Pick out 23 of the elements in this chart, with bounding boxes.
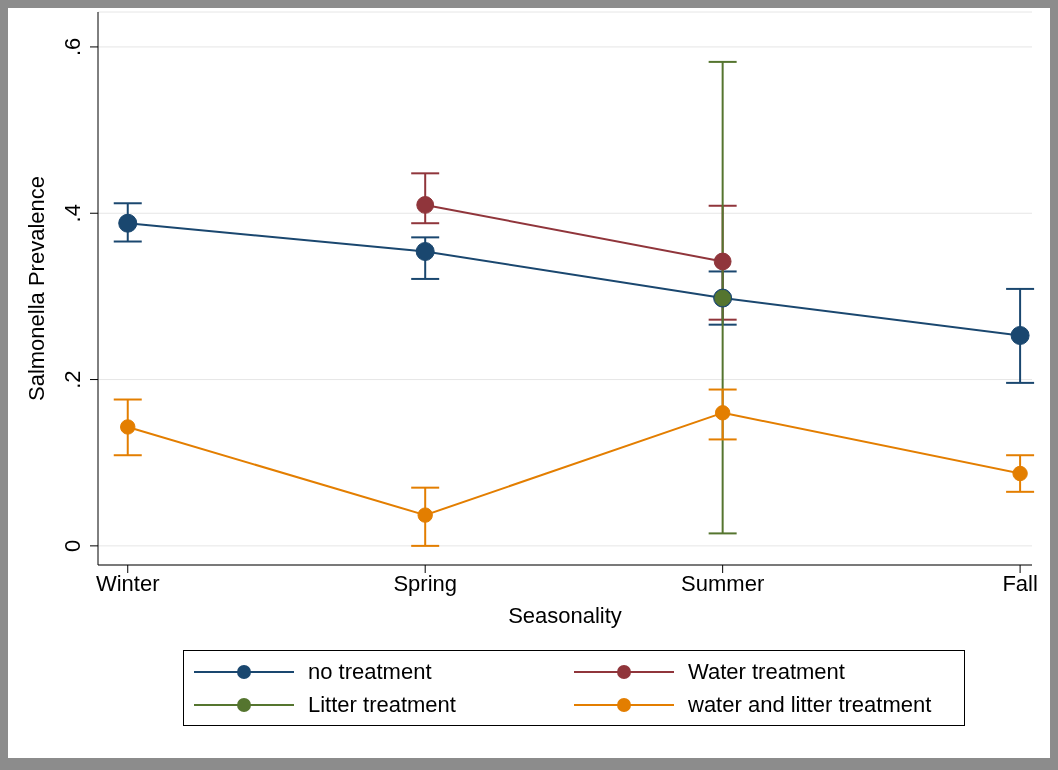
point <box>417 507 433 523</box>
point <box>415 242 435 261</box>
y-tick-label: .4 <box>60 204 85 223</box>
point <box>120 419 136 435</box>
x-tick-label: Summer <box>681 570 765 596</box>
legend-label: Water treatment <box>688 658 845 685</box>
point <box>1012 465 1028 482</box>
point <box>416 196 435 214</box>
point <box>1010 325 1030 345</box>
y-tick-label: 0 <box>60 539 85 552</box>
y-tick-label: .2 <box>60 370 85 389</box>
point <box>118 213 138 233</box>
legend-label: water and litter treatment <box>688 691 932 718</box>
legend-label: no treatment <box>308 658 432 685</box>
y-tick-label: .6 <box>60 37 85 57</box>
legend-label: Litter treatment <box>308 691 456 718</box>
x-tick-label: Winter <box>95 570 160 596</box>
x-axis-title: Seasonality <box>508 603 622 628</box>
y-axis-title: Salmonella Prevalence <box>23 175 49 402</box>
point <box>714 405 731 421</box>
point <box>713 252 732 271</box>
x-tick-label: Fall <box>1002 570 1038 596</box>
x-tick-label: Spring <box>393 570 457 596</box>
